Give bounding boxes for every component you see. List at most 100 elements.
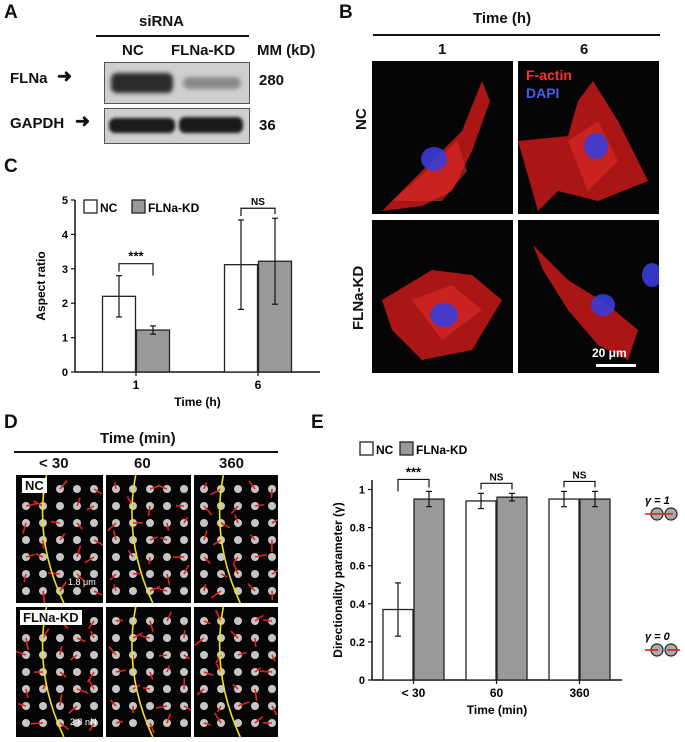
d-row-nc: NC — [22, 478, 47, 493]
micropost — [22, 536, 30, 544]
micropost — [22, 719, 30, 727]
traction-arrow — [87, 678, 95, 690]
traction-arrow — [32, 500, 44, 507]
time-h-header: Time (h) — [473, 10, 532, 27]
micropost — [180, 587, 188, 595]
traction-arrow — [166, 665, 171, 673]
legend-swatch-nc — [359, 441, 374, 456]
cell-boundary — [131, 607, 154, 737]
bar-flna-kd — [579, 498, 611, 681]
traction-arrow — [89, 630, 95, 639]
traction-arrow — [25, 688, 29, 698]
traction-arrow — [142, 686, 151, 690]
micropost — [73, 719, 81, 727]
traction-kd-360 — [194, 607, 278, 737]
traction-arrow — [115, 619, 124, 622]
traction-arrow — [213, 712, 222, 724]
traction-arrow — [237, 701, 250, 707]
traction-arrow — [230, 505, 239, 515]
traction-arrow — [76, 688, 89, 694]
traction-arrow — [254, 688, 258, 701]
micropost — [163, 685, 171, 693]
traction-kd-60 — [106, 607, 191, 737]
micropost — [217, 553, 225, 561]
micropost — [146, 519, 154, 527]
micropost — [251, 519, 259, 527]
y-tick-label: 3 — [62, 264, 68, 276]
micropost — [129, 719, 137, 727]
band-gapdh-nc — [109, 118, 175, 133]
legend-dapi: DAPI — [526, 85, 560, 101]
y-tick-label: 0 — [62, 367, 68, 379]
time-min-header: Time (min) — [100, 430, 176, 447]
micropost — [39, 702, 47, 710]
traction-arrow — [203, 482, 208, 490]
traction-arrow — [59, 722, 70, 731]
traction-arrow — [109, 573, 117, 581]
band-gapdh-kd — [179, 117, 243, 133]
traction-arrow — [166, 713, 172, 724]
traction-arrow — [93, 590, 103, 596]
micropost — [234, 485, 242, 493]
traction-arrow — [210, 488, 222, 496]
micropost — [56, 502, 64, 510]
panel-label-c: C — [4, 156, 18, 177]
traction-arrow — [254, 637, 257, 648]
micropost — [234, 668, 242, 676]
row-nc-label: NC — [353, 108, 370, 130]
micropost — [112, 502, 120, 510]
traction-arrow — [113, 481, 117, 490]
traction-arrow — [215, 663, 222, 673]
traction-arrow — [210, 590, 222, 599]
micrograph-nc-6h: F-actin DAPI — [518, 61, 659, 214]
traction-arrow — [25, 637, 29, 650]
traction-arrow — [254, 553, 267, 558]
traction-arrow — [203, 556, 211, 565]
d-row-flna-kd: FLNa-KD — [20, 610, 82, 625]
micropost — [234, 617, 242, 625]
traction-arrow — [149, 585, 161, 592]
micropost — [129, 587, 137, 595]
y-tick-label: 0 — [359, 675, 365, 687]
significance-label: *** — [128, 249, 144, 264]
traction-arrow — [160, 536, 168, 541]
x-tick-label: 360 — [569, 686, 589, 700]
micropost — [146, 702, 154, 710]
micrograph-kd-1h — [372, 220, 513, 373]
micropost — [56, 685, 64, 693]
traction-arrow — [88, 620, 95, 629]
traction-arrow — [76, 637, 86, 643]
bar-flna-kd — [135, 329, 171, 373]
traction-arrow — [68, 705, 78, 714]
time-6-label: 6 — [580, 41, 589, 58]
gapdh-row-label: GAPDH — [10, 115, 65, 132]
traction-arrow — [149, 620, 154, 632]
traction-arrow — [183, 654, 191, 660]
traction-arrow — [42, 628, 50, 639]
significance-label: NS — [573, 470, 587, 481]
band-flna-nc — [111, 73, 173, 93]
traction-arrow — [148, 556, 151, 565]
traction-arrow — [70, 654, 78, 661]
d-time-60: 60 — [134, 455, 151, 472]
traction-arrow — [271, 519, 278, 524]
traction-arrow — [196, 688, 205, 696]
traction-arrow — [259, 670, 273, 673]
micropost — [112, 553, 120, 561]
micropost — [163, 634, 171, 642]
traction-arrow — [84, 556, 95, 564]
lane-nc-label: NC — [122, 42, 144, 59]
traction-arrow — [42, 590, 46, 603]
traction-arrow — [194, 637, 205, 647]
significance-bracket — [480, 482, 513, 490]
cell-image — [382, 81, 490, 211]
traction-nc-60 — [106, 475, 191, 603]
micropost — [180, 485, 188, 493]
traction-arrow — [42, 539, 45, 550]
traction-arrow — [59, 480, 68, 490]
arrow-right-icon: ➜ — [57, 66, 73, 86]
traction-arrow — [113, 584, 117, 592]
micropost — [163, 502, 171, 510]
significance-bracket — [118, 263, 154, 276]
micropost — [180, 719, 188, 727]
